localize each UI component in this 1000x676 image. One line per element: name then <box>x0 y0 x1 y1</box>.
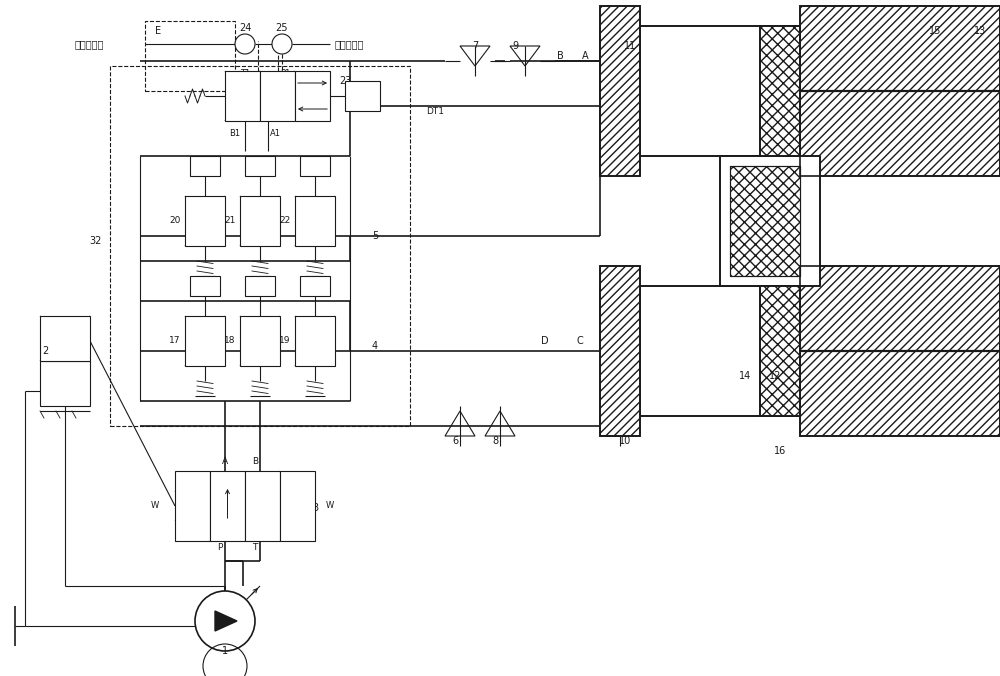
Text: 19: 19 <box>279 337 291 345</box>
Bar <box>110 66 410 426</box>
Bar <box>800 266 1000 436</box>
Text: A: A <box>582 51 588 61</box>
Bar <box>185 196 225 246</box>
Bar <box>760 26 800 156</box>
Text: 11: 11 <box>624 41 636 51</box>
Text: 2: 2 <box>42 346 48 356</box>
Text: 8: 8 <box>492 436 498 446</box>
Text: 21: 21 <box>224 216 236 226</box>
Bar <box>295 196 335 246</box>
Bar <box>730 166 800 276</box>
Bar <box>145 21 235 91</box>
Text: 3: 3 <box>312 503 318 513</box>
Bar <box>190 276 220 296</box>
Bar <box>295 316 335 366</box>
Text: 1: 1 <box>222 646 228 656</box>
Bar <box>345 81 380 111</box>
Bar <box>240 316 280 366</box>
Bar <box>760 26 800 156</box>
Bar <box>600 266 640 436</box>
Bar <box>800 266 1000 436</box>
Bar <box>295 71 330 121</box>
Text: W: W <box>326 502 334 510</box>
Polygon shape <box>215 611 237 631</box>
Bar <box>760 286 800 416</box>
Bar <box>730 166 800 276</box>
Bar <box>190 156 220 176</box>
Text: 16: 16 <box>774 446 786 456</box>
Text: 25: 25 <box>276 23 288 33</box>
Bar <box>800 6 1000 176</box>
Circle shape <box>195 591 255 651</box>
Bar <box>40 361 90 406</box>
Text: 24: 24 <box>239 23 251 33</box>
Text: 6: 6 <box>452 436 458 446</box>
Text: DT1: DT1 <box>426 107 444 116</box>
Text: 12: 12 <box>769 371 781 381</box>
Bar <box>240 196 280 246</box>
Circle shape <box>235 34 255 54</box>
Text: 9: 9 <box>512 41 518 51</box>
Text: B: B <box>252 456 258 466</box>
Bar <box>300 276 330 296</box>
Bar <box>245 471 280 541</box>
Bar <box>800 6 1000 176</box>
Bar <box>175 471 210 541</box>
Text: 7: 7 <box>472 41 478 51</box>
Bar <box>210 471 245 541</box>
Bar <box>300 156 330 176</box>
Text: 14: 14 <box>739 371 751 381</box>
Text: 4: 4 <box>372 341 378 351</box>
Text: P1: P1 <box>280 70 290 78</box>
Text: 接泵送油路: 接泵送油路 <box>75 39 104 49</box>
Text: T1: T1 <box>240 70 250 78</box>
Bar <box>260 71 295 121</box>
Text: 20: 20 <box>169 216 181 226</box>
Bar <box>245 276 275 296</box>
Bar <box>760 286 800 416</box>
Bar <box>600 266 640 436</box>
Text: 接分配油路: 接分配油路 <box>335 39 364 49</box>
Text: 22: 22 <box>279 216 291 226</box>
Text: C: C <box>577 336 583 346</box>
Text: A: A <box>222 456 228 466</box>
Text: 18: 18 <box>224 337 236 345</box>
Bar <box>40 316 90 361</box>
Text: 23: 23 <box>339 76 351 86</box>
Bar <box>600 6 640 176</box>
Text: 32: 32 <box>89 236 101 246</box>
Bar <box>620 26 800 156</box>
Bar <box>280 471 315 541</box>
Bar <box>245 156 275 176</box>
Bar <box>600 6 640 176</box>
Text: 17: 17 <box>169 337 181 345</box>
Bar <box>620 286 800 416</box>
Circle shape <box>272 34 292 54</box>
Text: 5: 5 <box>372 231 378 241</box>
Text: T: T <box>252 544 258 552</box>
Text: B: B <box>557 51 563 61</box>
Text: 15: 15 <box>929 26 941 36</box>
Text: 10: 10 <box>619 436 631 446</box>
Text: A1: A1 <box>270 130 280 139</box>
Text: E: E <box>155 26 161 36</box>
Bar <box>225 71 260 121</box>
Bar <box>720 156 820 286</box>
Text: P: P <box>217 544 223 552</box>
Text: W: W <box>151 502 159 510</box>
Text: D: D <box>541 336 549 346</box>
Text: 13: 13 <box>974 26 986 36</box>
Text: B1: B1 <box>229 130 241 139</box>
Bar <box>185 316 225 366</box>
